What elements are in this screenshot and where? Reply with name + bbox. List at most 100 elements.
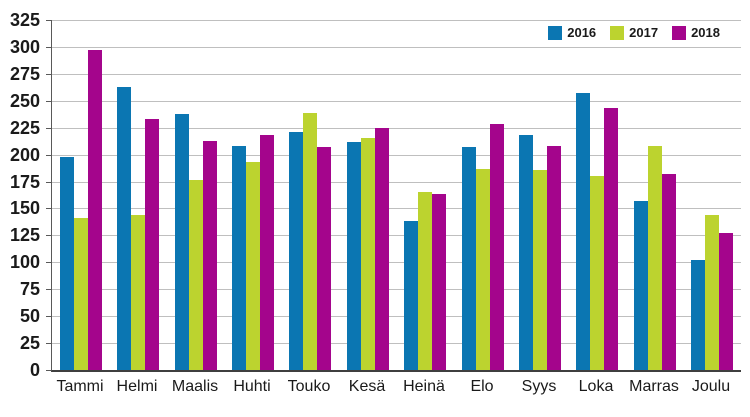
y-axis-tick <box>46 343 51 344</box>
bar-2016-loka <box>576 93 590 370</box>
gridline <box>52 128 741 129</box>
y-axis-tick <box>46 155 51 156</box>
y-tick-label: 50 <box>19 306 40 326</box>
x-category-label: Loka <box>578 378 614 395</box>
bar-2016-syys <box>519 135 533 370</box>
bar-2017-huhti <box>246 162 260 370</box>
y-axis-tick <box>46 235 51 236</box>
y-tick-label: 175 <box>9 172 40 192</box>
x-category-label: Elo <box>470 378 494 395</box>
x-category-label: Heinä <box>403 378 445 395</box>
plot-area <box>46 20 741 372</box>
gridline <box>52 343 741 344</box>
legend-label: 2016 <box>567 25 597 40</box>
bar-2017-maalis <box>189 180 203 370</box>
gridline <box>52 74 741 75</box>
bar-2017-kesä <box>361 138 375 370</box>
x-category-label: Kesä <box>348 378 386 395</box>
legend-swatch <box>548 26 563 40</box>
bar-2018-marras <box>662 174 676 370</box>
gridline <box>52 208 741 209</box>
legend-item-2017: 2017 <box>610 26 658 40</box>
bar-2016-heinä <box>404 221 418 370</box>
y-tick-label: 125 <box>9 225 40 245</box>
bar-2018-huhti <box>260 135 274 370</box>
bar-2016-touko <box>289 132 303 370</box>
legend-item-2016: 2016 <box>548 26 596 40</box>
bar-2017-elo <box>476 169 490 370</box>
gridline <box>52 182 741 183</box>
y-axis-tick <box>46 101 51 102</box>
legend-item-2018: 2018 <box>672 26 720 40</box>
y-tick-label: 250 <box>9 91 40 111</box>
legend-swatch <box>610 26 625 40</box>
x-category-label: Joulu <box>691 378 731 395</box>
x-axis-labels: Tammi Helmi Maalis Huhti Touko Kesä Heinä Elo Sy… <box>51 378 740 400</box>
y-tick-label: 100 <box>9 252 40 272</box>
bar-2016-maalis <box>175 114 189 370</box>
bar-2018-joulu <box>719 233 733 370</box>
gridline <box>52 316 741 317</box>
bar-2016-marras <box>634 201 648 370</box>
gridline <box>52 262 741 263</box>
gridline <box>52 101 741 102</box>
bar-2016-joulu <box>691 260 705 370</box>
bar-2018-tammi <box>88 50 102 370</box>
x-category-label: Huhti <box>233 378 271 395</box>
y-tick-label: 225 <box>9 118 40 138</box>
bar-2018-kesä <box>375 128 389 370</box>
y-tick-label: 0 <box>29 360 40 380</box>
bar-2018-heinä <box>432 194 446 370</box>
legend-label: 2018 <box>691 25 720 40</box>
x-category-label: Maalis <box>171 378 219 395</box>
bar-2017-helmi <box>131 215 145 370</box>
legend-swatch <box>672 26 687 40</box>
bar-2018-maalis <box>203 141 217 370</box>
x-category-label: Marras <box>629 378 679 395</box>
y-tick-label: 200 <box>9 145 40 165</box>
y-axis-tick <box>46 128 51 129</box>
gridline <box>52 289 741 290</box>
bar-2016-kesä <box>347 142 361 370</box>
bar-2018-elo <box>490 124 504 370</box>
y-axis-tick <box>46 20 51 21</box>
bar-2017-heinä <box>418 192 432 370</box>
y-axis-tick <box>46 182 51 183</box>
legend: 2016 2017 2018 <box>548 26 720 40</box>
x-category-label: Helmi <box>116 378 158 395</box>
bar-2016-huhti <box>232 146 246 370</box>
bar-2016-tammi <box>60 157 74 370</box>
gridline <box>52 47 741 48</box>
y-axis-tick <box>46 47 51 48</box>
gridline <box>52 235 741 236</box>
y-axis-tick <box>46 208 51 209</box>
bar-2018-helmi <box>145 119 159 370</box>
x-category-label: Tammi <box>56 378 104 395</box>
bar-2017-touko <box>303 113 317 370</box>
bar-2016-elo <box>462 147 476 370</box>
legend-label: 2017 <box>629 25 659 40</box>
gridline <box>52 155 741 156</box>
y-axis-tick <box>46 74 51 75</box>
y-axis-tick <box>46 289 51 290</box>
bar-2018-syys <box>547 146 561 370</box>
bar-2018-loka <box>604 108 618 370</box>
bar-2017-loka <box>590 176 604 370</box>
x-category-label: Touko <box>287 378 331 395</box>
y-axis-tick <box>46 316 51 317</box>
x-category-label: Syys <box>521 378 557 395</box>
bar-2018-touko <box>317 147 331 370</box>
bar-2016-helmi <box>117 87 131 370</box>
y-axis-tick <box>46 370 51 371</box>
y-tick-label: 75 <box>19 279 40 299</box>
y-tick-label: 25 <box>19 333 40 353</box>
y-tick-label: 325 <box>9 10 40 30</box>
y-tick-label: 150 <box>9 198 40 218</box>
y-tick-label: 300 <box>9 37 40 57</box>
bar-2017-tammi <box>74 218 88 370</box>
gridline <box>52 20 741 21</box>
bar-2017-joulu <box>705 215 719 370</box>
y-axis-tick <box>46 262 51 263</box>
y-tick-label: 275 <box>9 64 40 84</box>
